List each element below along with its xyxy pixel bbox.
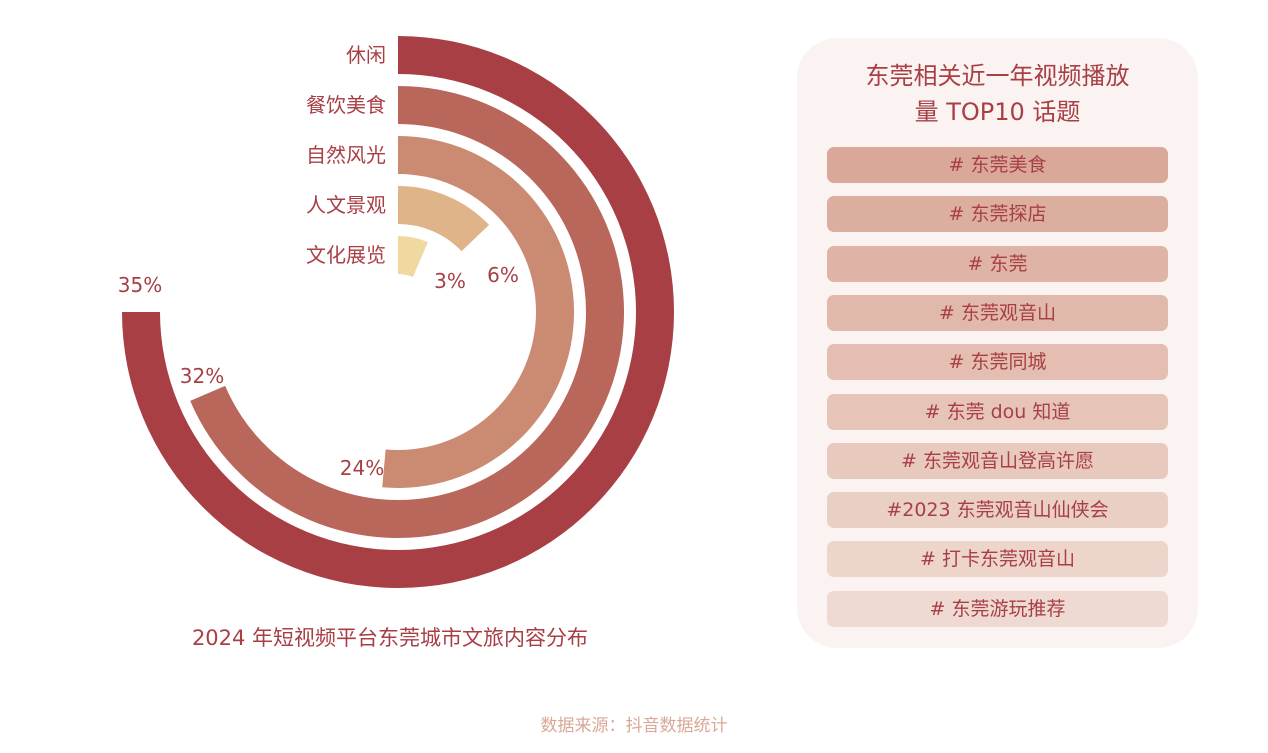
topic-item: # 东莞探店 — [827, 196, 1168, 233]
category-label: 餐饮美食 — [306, 93, 386, 117]
topic-item: # 东莞观音山登高许愿 — [827, 442, 1168, 479]
value-label: 35% — [118, 273, 162, 297]
data-source: 数据来源：抖音数据统计 — [540, 716, 728, 736]
topic-item: # 东莞 — [827, 245, 1168, 282]
radial-bar-chart: 休闲 35% 餐饮美食 32% 自然风光 24% 人文景观 6% 文化展览 3% — [118, 36, 674, 588]
panel-title-line1: 东莞相关近一年视频播放 — [865, 62, 1130, 90]
panel-title-line2: 量 TOP10 话题 — [914, 98, 1081, 126]
top10-topics-panel: 东莞相关近一年视频播放 量 TOP10 话题 # 东莞美食 # 东莞探店 # 东莞 #… — [797, 38, 1198, 648]
value-label: 32% — [180, 364, 224, 388]
topic-item: # 东莞同城 — [827, 344, 1168, 381]
value-label: 3% — [434, 269, 466, 293]
topic-item: # 东莞观音山 — [827, 294, 1168, 331]
value-label: 24% — [340, 456, 384, 480]
category-label: 文化展览 — [306, 243, 386, 267]
topic-item: # 东莞美食 — [827, 147, 1168, 183]
category-label: 休闲 — [346, 43, 386, 67]
category-label: 自然风光 — [306, 143, 386, 167]
bar-arc-4 — [398, 236, 428, 278]
topic-item: #2023 东莞观音山仙侠会 — [827, 492, 1168, 529]
bar-arc-2 — [382, 136, 574, 488]
topic-item: # 东莞 dou 知道 — [827, 393, 1168, 430]
value-label: 6% — [487, 263, 519, 287]
panel-title: 东莞相关近一年视频播放 量 TOP10 话题 — [797, 58, 1198, 130]
chart-title: 2024 年短视频平台东莞城市文旅内容分布 — [191, 626, 589, 650]
topic-item: # 东莞游玩推荐 — [827, 590, 1168, 627]
topic-item: # 打卡东莞观音山 — [827, 541, 1168, 578]
category-label: 人文景观 — [306, 193, 386, 217]
bar-arc-3 — [398, 186, 490, 252]
